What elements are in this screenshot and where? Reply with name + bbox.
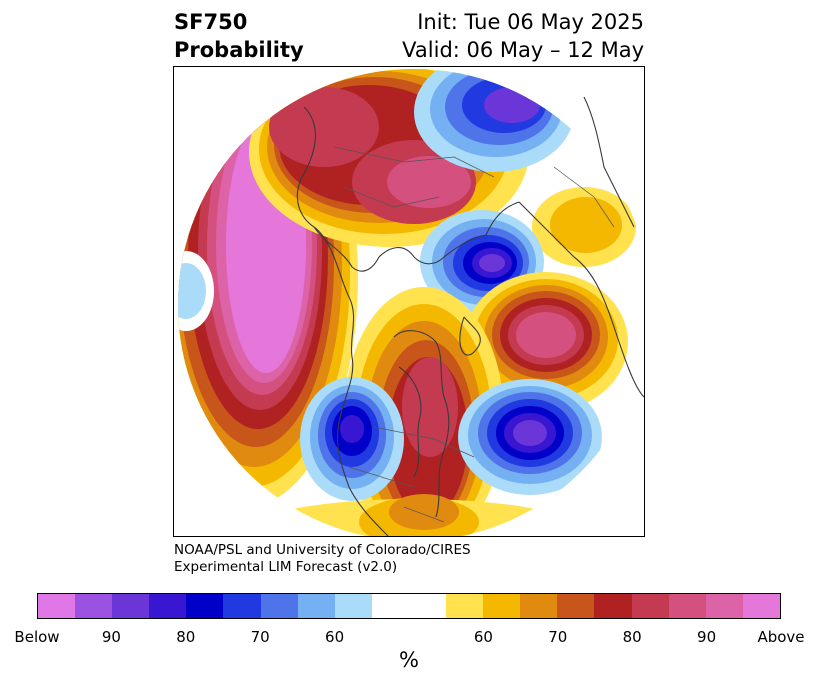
- colorbar-segment: [483, 594, 521, 618]
- above-anomaly-east: [532, 187, 636, 267]
- colorbar-segment: [446, 594, 484, 618]
- colorbar-segment: [594, 594, 632, 618]
- colorbar-segment: [38, 594, 76, 618]
- colorbar-segment: [520, 594, 558, 618]
- colorbar-segment: [742, 594, 780, 618]
- coastlines: [296, 96, 644, 536]
- credit-line-1: NOAA/PSL and University of Colorado/CIRE…: [174, 542, 471, 558]
- colorbar-tick-label: 70: [548, 628, 568, 646]
- colorbar-segment: [186, 594, 224, 618]
- colorbar-unit: %: [399, 648, 419, 672]
- colorbar-segment: [705, 594, 743, 618]
- colorbar-segment: [557, 594, 595, 618]
- colorbar: [37, 593, 781, 619]
- colorbar-tick-label: 90: [697, 628, 717, 646]
- map-title-dates: Init: Tue 06 May 2025 Valid: 06 May – 12…: [402, 8, 644, 64]
- title-variable: SF750: [174, 10, 248, 34]
- colorbar-segment: [334, 594, 372, 618]
- colorbar-tick-label: Below: [14, 628, 60, 646]
- colorbar-tick-label: 90: [101, 628, 121, 646]
- below-anomaly-southwest: [300, 377, 404, 501]
- colorbar-tick-label: 80: [176, 628, 196, 646]
- above-anomaly-north: [249, 69, 529, 247]
- colorbar-segment: [260, 594, 298, 618]
- colorbar-tick-label: 70: [250, 628, 270, 646]
- colorbar-segment: [75, 594, 113, 618]
- colorbar-segment: [631, 594, 669, 618]
- title-quantity: Probability: [174, 38, 304, 62]
- polar-map-panel: [173, 66, 645, 537]
- colorbar-segment: [149, 594, 187, 618]
- colorbar-tick-label: 60: [473, 628, 493, 646]
- map-title-variable: SF750 Probability: [174, 8, 304, 64]
- colorbar-tick-label: Above: [757, 628, 805, 646]
- country-borders: [333, 146, 615, 523]
- colorbar-tick-label: 80: [622, 628, 642, 646]
- credit-text: NOAA/PSL and University of Colorado/CIRE…: [174, 542, 471, 576]
- init-date: Init: Tue 06 May 2025: [417, 10, 644, 34]
- above-anomaly-southeast: [464, 272, 628, 412]
- colorbar-segment: [223, 594, 261, 618]
- colorbar-tick-label: 60: [325, 628, 345, 646]
- valid-range: Valid: 06 May – 12 May: [402, 38, 644, 62]
- colorbar-segment: [371, 594, 447, 618]
- colorbar-segment: [668, 594, 706, 618]
- credit-line-2: Experimental LIM Forecast (v2.0): [174, 559, 398, 575]
- colorbar-segment: [112, 594, 150, 618]
- probability-map: [178, 69, 644, 536]
- colorbar-segment: [297, 594, 335, 618]
- below-anomaly-far-left: [178, 251, 214, 331]
- below-anomaly-atlantic: [458, 379, 602, 495]
